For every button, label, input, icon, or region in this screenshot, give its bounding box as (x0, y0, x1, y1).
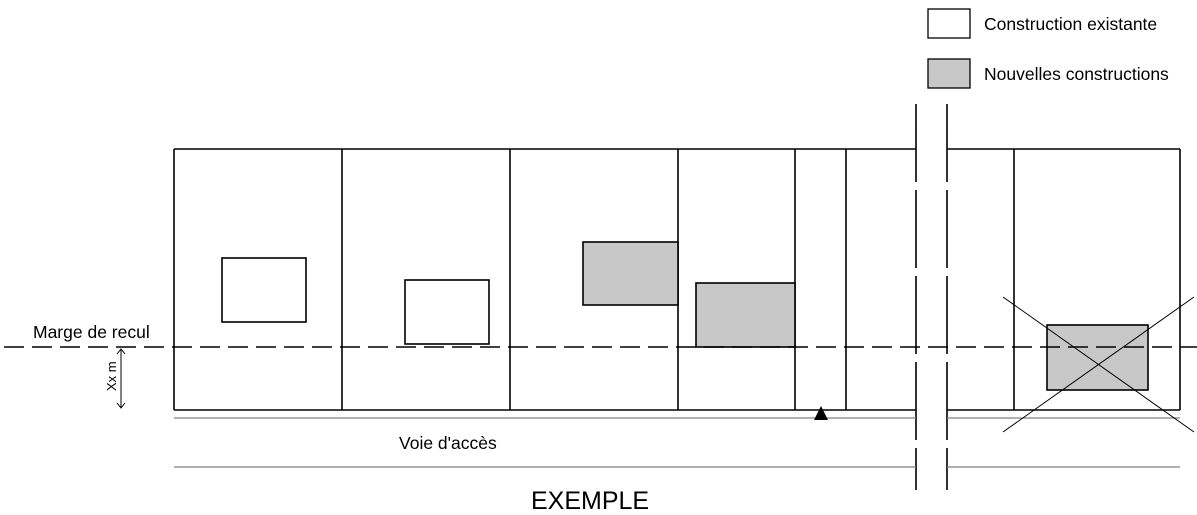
legend-new-label: Nouvelles constructions (984, 64, 1169, 84)
new-construction (695, 282, 796, 348)
legend-existing-label: Construction existante (984, 14, 1157, 34)
existing-construction (404, 279, 490, 345)
diagram-caption: EXEMPLE (531, 487, 649, 515)
distance-label: Xx m (104, 361, 119, 391)
cross-out-mark (1002, 296, 1195, 433)
setback-label: Marge de recul (33, 322, 150, 342)
legend: Construction existante Nouvelles constru… (927, 8, 1169, 89)
distance-arrow (116, 348, 126, 409)
parcels (173, 148, 1181, 411)
new-construction (582, 241, 679, 306)
access-marker-triangle-icon (814, 406, 828, 420)
new-construction-rejected (1046, 324, 1149, 391)
existing-construction (221, 257, 307, 323)
road-label: Voie d'accès (399, 433, 497, 453)
legend-existing-swatch (927, 8, 971, 39)
access-road (174, 417, 1180, 468)
cross-road (915, 104, 948, 490)
legend-new-swatch (927, 58, 971, 89)
